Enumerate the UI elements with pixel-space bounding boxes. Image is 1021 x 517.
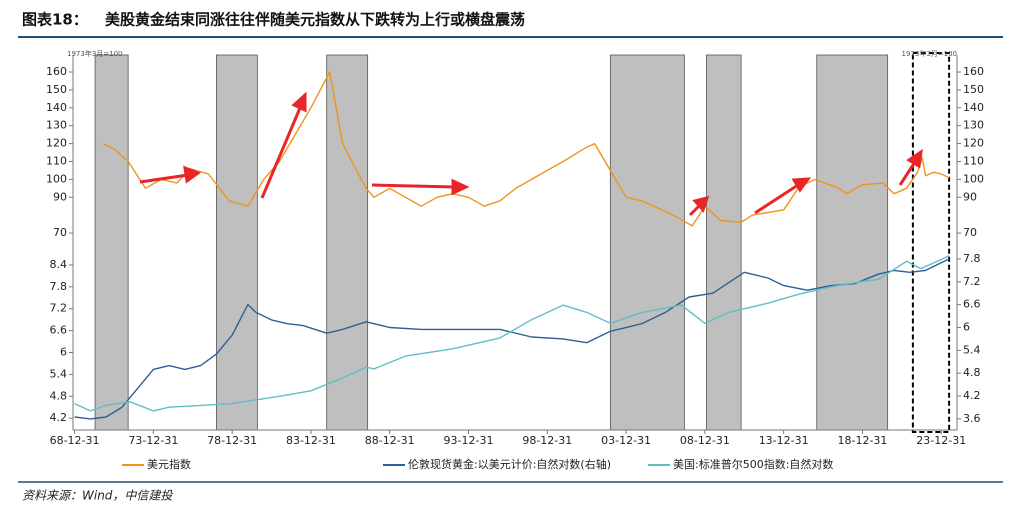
y-tick-label: 110 [46, 154, 67, 167]
y-tick-label: 150 [46, 83, 67, 96]
shaded-period [706, 54, 742, 431]
y-tick-label: 160 [46, 65, 67, 78]
y-tick-label: 6 [60, 345, 67, 358]
y2-tick-label: 6 [963, 320, 970, 333]
x-tick-label: 08-12-31 [680, 434, 730, 447]
y2-tick-label: 90 [963, 190, 977, 203]
y-tick-label: 8.4 [50, 258, 68, 271]
legend-label: 美元指数 [147, 457, 191, 471]
base-note: 1973年3月=100 [67, 49, 123, 58]
x-tick-label: 83-12-31 [286, 434, 336, 447]
y2-tick-label: 4.2 [963, 389, 981, 402]
shaded-period [326, 54, 369, 431]
x-tick-label: 68-12-31 [50, 434, 100, 447]
shading-layer [94, 52, 951, 433]
y2-tick-label: 100 [963, 172, 984, 185]
y-tick-label: 70 [53, 226, 67, 239]
legend-label: 美国:标准普尔500指数:自然对数 [673, 457, 833, 471]
shaded-period [816, 54, 889, 431]
x-tick-label: 73-12-31 [128, 434, 178, 447]
y-tick-label: 4.8 [50, 389, 68, 402]
y-tick-label: 4.2 [50, 411, 68, 424]
chart-title: 美股黄金结束同涨往往伴随美元指数从下跌转为上行或横盘震荡 [105, 11, 525, 29]
y2-tick-label: 120 [963, 137, 984, 150]
arrows [139, 91, 923, 217]
x-tick-label: 13-12-31 [759, 434, 809, 447]
shaded-period [94, 54, 129, 431]
y2-tick-label: 70 [963, 226, 977, 239]
series-line [74, 255, 950, 412]
y-tick-label: 7.2 [50, 302, 68, 315]
plot-layer: 68-12-31 73-12-31 78-12-31 83-12-31 88-12-31… [46, 49, 984, 471]
shaded-period [215, 54, 258, 431]
legend-label: 伦敦现货黄金:以美元计价:自然对数(右轴) [408, 457, 611, 471]
y-tick-label: 6.6 [50, 324, 68, 337]
x-tick-label: 88-12-31 [365, 434, 415, 447]
x-tick-label: 93-12-31 [444, 434, 494, 447]
y2-tick-label: 140 [963, 101, 984, 114]
title-label: 图表18： [22, 11, 88, 29]
series-line [74, 258, 950, 420]
y-tick-label: 90 [53, 190, 67, 203]
x-tick-label: 98-12-31 [522, 434, 572, 447]
y-tick-label: 130 [46, 119, 67, 132]
y2-tick-label: 7.2 [963, 275, 981, 288]
highlight-box [911, 52, 951, 433]
y-tick-label: 100 [46, 172, 67, 185]
y2-tick-label: 7.8 [963, 252, 981, 265]
y2-tick-label: 5.4 [963, 343, 981, 356]
shaded-period [609, 54, 685, 431]
series-line [102, 71, 950, 227]
x-tick-label: 03-12-31 [601, 434, 651, 447]
y-tick-label: 140 [46, 101, 67, 114]
x-tick-label: 18-12-31 [837, 434, 887, 447]
y-tick-label: 5.4 [50, 367, 68, 380]
y2-tick-label: 130 [963, 119, 984, 132]
y2-tick-label: 6.6 [963, 298, 981, 311]
y2-tick-label: 4.8 [963, 366, 981, 379]
y2-tick-label: 110 [963, 154, 984, 167]
source: 资料来源：Wind，中信建投 [22, 489, 173, 503]
y-tick-label: 120 [46, 137, 67, 150]
y2-tick-label: 150 [963, 83, 984, 96]
base-note: 1973年3月=100 [902, 49, 958, 58]
x-tick-label: 23-12-31 [916, 434, 966, 447]
y2-tick-label: 160 [963, 65, 984, 78]
x-tick-label: 78-12-31 [207, 434, 257, 447]
y-tick-label: 7.8 [50, 280, 68, 293]
y2-tick-label: 3.6 [963, 412, 981, 425]
